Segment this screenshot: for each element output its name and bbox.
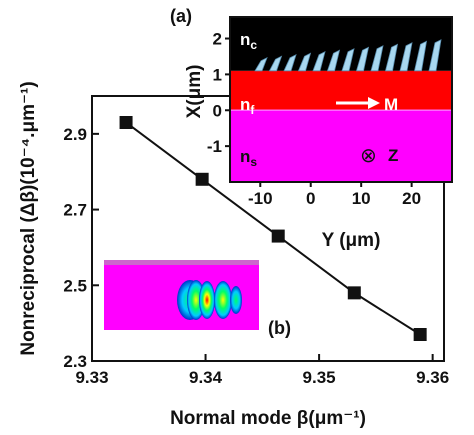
x-tick-label: 9.36 — [416, 368, 449, 387]
y-tick-label: 2.3 — [63, 352, 87, 371]
grating-tooth — [283, 54, 297, 72]
grating-tooth — [254, 56, 268, 72]
inset-top-band — [104, 260, 259, 265]
mode-lobe-right — [214, 281, 232, 319]
cover-layer — [230, 17, 452, 71]
panel-label-a: (a) — [170, 6, 192, 26]
grating-tooth — [370, 45, 384, 72]
mode-profile-inset — [104, 260, 259, 330]
inset-y-tick-label: 0 — [213, 101, 222, 120]
grating-tooth — [268, 55, 283, 72]
grating-tooth — [341, 48, 355, 72]
x-tick-label: 9.35 — [303, 368, 336, 387]
grating-tooth — [413, 40, 428, 72]
y-tick-label: 2.5 — [63, 276, 87, 295]
label-nf: nf — [240, 95, 255, 117]
grating-tooth — [326, 49, 341, 72]
label-nc: nc — [240, 30, 257, 52]
grating-tooth — [312, 51, 326, 72]
substrate-layer — [230, 110, 452, 182]
grating-teeth — [254, 39, 442, 72]
data-point — [271, 229, 285, 243]
label-m: M — [384, 95, 398, 114]
data-point — [119, 116, 133, 129]
data-point — [413, 328, 427, 341]
grating-tooth — [355, 46, 370, 72]
inset-y-tick-label: -1 — [207, 137, 222, 156]
x-axis-label: Normal mode β(μm⁻¹) — [170, 408, 366, 429]
data-point — [347, 286, 361, 300]
magnetization-arrow — [336, 97, 380, 109]
mode-lobe-center — [199, 281, 215, 319]
label-ns: ns — [240, 147, 257, 169]
inset-x-tick-label: 10 — [352, 189, 371, 208]
mode-lobe-far-right — [230, 286, 242, 314]
x-tick-label: 9.34 — [189, 368, 223, 387]
inset-x-tick-label: -10 — [248, 189, 273, 208]
x-tick-label: 9.33 — [75, 368, 108, 387]
grating-tooth — [399, 42, 413, 72]
grating-tooth — [297, 52, 312, 72]
inset-frame — [229, 16, 453, 183]
inset-y-tick-label: 2 — [213, 30, 222, 49]
main-chart: 9.33 9.34 9.35 9.36 2.3 2.5 2.7 2.9 Normal mod… — [18, 81, 449, 429]
label-z: Z — [388, 146, 398, 165]
data-points — [119, 116, 427, 341]
inset-x-tick-label: 0 — [306, 189, 315, 208]
y-tick-label: 2.7 — [63, 201, 87, 220]
inset-y-ticks: -1 0 1 2 — [207, 30, 230, 156]
x-axis-ticks: 9.33 9.34 9.35 9.36 — [75, 354, 449, 387]
data-point — [195, 172, 209, 186]
inset-x-ticks: -10 0 10 20 — [248, 182, 421, 208]
y-tick-label: 2.9 — [63, 125, 87, 144]
inset-y-tick-label: 1 — [213, 65, 222, 84]
panel-label-b: (b) — [268, 318, 291, 338]
propagation-symbol: ⊗ — [360, 145, 377, 167]
grating-tooth — [428, 39, 442, 72]
y-axis-label: Nonreciprocal (Δβ)(10⁻⁴.μm⁻¹) — [18, 81, 39, 355]
inset-x-axis-label: Y (μm) — [322, 230, 381, 251]
inset-y-axis-label: X(μm) — [184, 65, 205, 119]
y-axis-ticks: 2.3 2.5 2.7 2.9 — [63, 125, 99, 371]
inset-x-tick-label: 20 — [402, 189, 421, 208]
grating-tooth — [384, 43, 399, 72]
